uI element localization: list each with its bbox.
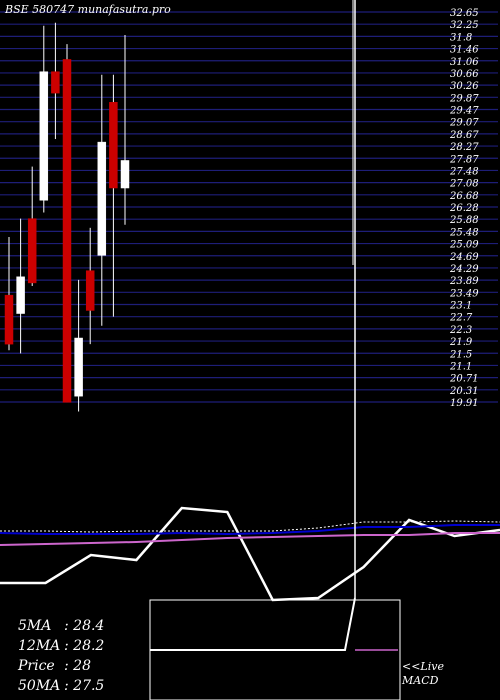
- y-tick-label: 23.89: [449, 276, 479, 287]
- y-tick-label: 21.9: [449, 337, 473, 348]
- y-tick-label: 31.46: [450, 45, 479, 56]
- y-tick-label: 28.27: [449, 142, 479, 153]
- y-tick-label: 24.29: [449, 264, 479, 275]
- y-tick-label: 30.26: [450, 81, 479, 92]
- stat-label: 50MA: [18, 678, 60, 694]
- y-tick-label: 27.87: [449, 154, 479, 165]
- y-tick-label: 30.66: [450, 69, 479, 80]
- y-tick-label: 32.25: [450, 20, 479, 31]
- y-tick-label: 22.7: [449, 313, 473, 324]
- macd-line: [150, 597, 356, 651]
- indicator-line: [0, 524, 500, 536]
- y-tick-label: 25.48: [449, 227, 479, 238]
- stat-value: : 28.2: [64, 638, 104, 654]
- y-tick-label: 23.1: [449, 301, 472, 312]
- stat-label: 12MA: [18, 638, 60, 654]
- y-tick-label: 21.1: [449, 361, 472, 372]
- stat-label: Price: [17, 658, 55, 674]
- y-tick-label: 29.87: [449, 93, 479, 104]
- y-tick-label: 19.91: [450, 398, 479, 409]
- indicator-panel: [0, 506, 500, 602]
- y-tick-label: 29.07: [449, 118, 479, 129]
- indicator-line: [0, 532, 500, 546]
- y-tick-label: 29.47: [449, 106, 479, 117]
- y-tick-label: 24.69: [449, 252, 479, 263]
- candle-body: [85, 270, 95, 311]
- price-grid: [0, 11, 498, 403]
- macd-panel: [150, 0, 398, 651]
- y-tick-label: 21.5: [449, 349, 472, 360]
- y-tick-label: 25.88: [449, 215, 479, 226]
- candle-body: [27, 218, 37, 284]
- macd-label: MACD: [401, 674, 439, 687]
- y-tick-label: 20.31: [449, 386, 479, 397]
- candle-body: [4, 294, 14, 345]
- candle-body: [62, 59, 72, 403]
- y-tick-label: 26.28: [449, 203, 479, 214]
- y-tick-label: 23.49: [449, 288, 479, 299]
- candle-body: [16, 276, 25, 314]
- candle-body: [39, 71, 49, 201]
- y-tick-label: 27.08: [449, 179, 479, 190]
- y-tick-label: 26.68: [449, 191, 479, 202]
- candle-body: [97, 141, 107, 256]
- candle-body: [51, 71, 60, 94]
- y-tick-label: 32.65: [450, 8, 479, 19]
- live-link[interactable]: <<Live: [402, 660, 444, 673]
- y-tick-label: 31.06: [450, 57, 479, 68]
- candle-body: [109, 102, 118, 189]
- stat-value: : 28: [64, 658, 91, 674]
- y-tick-label: 25.09: [449, 240, 479, 251]
- indicator-line: [0, 506, 500, 602]
- y-tick-label: 28.67: [449, 130, 479, 141]
- candlesticks: [4, 22, 130, 412]
- y-tick-label: 31.8: [450, 32, 472, 43]
- y-tick-label: 27.48: [449, 166, 479, 177]
- candle-body: [120, 160, 130, 189]
- stat-value: : 27.5: [64, 678, 104, 694]
- y-tick-label: 20.71: [449, 374, 479, 385]
- y-tick-label: 22.3: [449, 325, 472, 336]
- chart-title: BSE 580747 munafasutra.pro: [4, 3, 171, 16]
- stat-label: 5MA: [18, 618, 51, 634]
- indicator-line: [0, 520, 500, 533]
- stat-value: : 28.4: [64, 618, 104, 634]
- candle-body: [74, 337, 83, 397]
